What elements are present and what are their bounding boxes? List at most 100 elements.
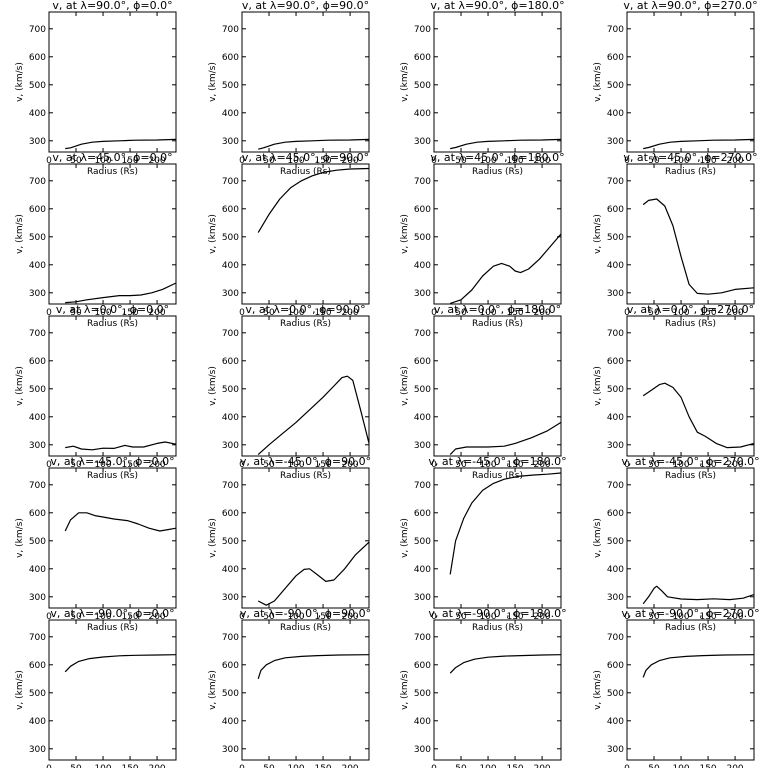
plot-frame	[241, 315, 370, 457]
y-tick-label: 400	[222, 109, 239, 119]
plot-title: v, at λ=90.0°, ϕ=0.0°	[52, 0, 172, 12]
series-line	[450, 233, 562, 304]
y-tick-label: 400	[222, 717, 239, 727]
y-axis-label: v, (km/s)	[400, 518, 410, 558]
x-tick-label: 50	[648, 460, 660, 470]
series-line	[64, 512, 177, 532]
series-line	[257, 167, 370, 233]
y-tick-label: 600	[414, 205, 431, 215]
plot-frame	[241, 11, 370, 153]
x-tick-label: 0	[624, 156, 630, 166]
x-tick-label: 200	[341, 460, 358, 470]
y-axis-label: v, (km/s)	[208, 62, 218, 102]
y-tick-label: 700	[29, 177, 46, 187]
series-line	[257, 654, 370, 679]
x-tick-label: 0	[624, 460, 630, 470]
x-tick-label: 200	[148, 460, 165, 470]
y-tick-label: 700	[222, 633, 239, 643]
y-tick-label: 400	[414, 413, 431, 423]
y-axis-label: v, (km/s)	[15, 214, 25, 254]
x-tick-label: 100	[672, 460, 689, 470]
y-tick-label: 700	[414, 481, 431, 491]
x-tick-label: 0	[239, 156, 245, 166]
x-tick-label: 50	[263, 156, 275, 166]
x-tick-label: 50	[70, 460, 82, 470]
x-tick-label: 50	[263, 308, 275, 318]
plot-frame	[626, 315, 755, 457]
x-tick-label: 150	[506, 460, 523, 470]
panel-4: v, at λ=90.0°, ϕ=270.0° 0 50 100 150 200 300 40…	[593, 0, 758, 177]
panel-13: v, at λ=-45.0°, ϕ=0.0°0 50 100 150 200300400…	[15, 455, 177, 633]
series-line	[449, 654, 562, 674]
y-axis-label: v, (km/s)	[208, 214, 218, 254]
x-axis-label: Radius (Rs)	[280, 319, 331, 329]
panel-14: v, at λ=-45.0°, ϕ=90.0°0 50 100 150 20030040…	[208, 455, 371, 633]
series-line	[257, 375, 370, 456]
x-tick-label: 100	[287, 308, 304, 318]
y-tick-label: 600	[607, 205, 624, 215]
panel-16: v, at λ=-45.0°, ϕ=270.0°0 50 100 150 2003004…	[593, 455, 760, 633]
x-tick-label: 100	[94, 612, 111, 622]
panel-10: v, at λ=0.0°, ϕ=90.0°0 50 100 150 2003004005…	[208, 303, 370, 481]
x-tick-label: 0	[239, 308, 245, 318]
x-tick-label: 150	[314, 612, 331, 622]
x-tick-label: 50	[70, 308, 82, 318]
panel-11: v, at λ=0.0°, ϕ=180.0°0 50 100 150 200300400…	[400, 303, 562, 481]
x-tick-label: 200	[148, 156, 165, 166]
y-axis-label: v, (km/s)	[593, 62, 603, 102]
x-tick-label: 50	[455, 460, 467, 470]
y-tick-label: 400	[607, 261, 624, 271]
x-axis-label: Radius (Rs)	[665, 167, 716, 177]
x-tick-label: 100	[479, 156, 496, 166]
y-tick-label: 700	[222, 481, 239, 491]
y-tick-label: 500	[222, 81, 239, 91]
x-tick-label: 0	[46, 764, 52, 768]
plot-title: v, at λ=-90.0°, ϕ=270.0°	[621, 607, 759, 620]
x-tick-label: 0	[46, 460, 52, 470]
y-tick-label: 400	[607, 109, 624, 119]
plot-title: v, at λ=-90.0°, ϕ=0.0°	[50, 607, 174, 620]
x-axis-label: Radius (Rs)	[87, 623, 138, 633]
panel-20: v, at λ=-90.0°, ϕ=270.0°0501001502003004…	[593, 607, 760, 768]
y-tick-label: 400	[29, 565, 46, 575]
y-tick-label: 600	[414, 357, 431, 367]
y-tick-label: 600	[29, 205, 46, 215]
series-line	[64, 654, 177, 673]
x-tick-label: 150	[699, 156, 716, 166]
plot-frame	[241, 467, 370, 609]
y-tick-label: 300	[607, 593, 624, 603]
x-tick-label: 0	[431, 764, 437, 768]
x-tick-label: 150	[314, 156, 331, 166]
x-tick-label: 100	[287, 612, 304, 622]
panel-9: v, at λ=0.0°, ϕ=0.0° 0 50 100 150 200 300 400 50…	[15, 303, 177, 481]
x-tick-label: 200	[341, 764, 358, 768]
series-line	[642, 382, 755, 449]
panel-12: v, at λ=0.0°, ϕ=270.0°0 50 100 150 200300400…	[593, 303, 755, 481]
y-tick-label: 300	[222, 593, 239, 603]
x-tick-label: 0	[431, 612, 437, 622]
x-axis-label: Radius (Rs)	[472, 623, 523, 633]
y-tick-label: 300	[222, 137, 239, 147]
y-axis-label: v, (km/s)	[208, 670, 218, 710]
y-tick-label: 300	[607, 745, 624, 755]
y-tick-label: 300	[414, 441, 431, 451]
x-tick-label: 200	[533, 156, 550, 166]
plot-title: v, at λ=0.0°, ϕ=0.0°	[56, 303, 169, 316]
x-tick-label: 50	[263, 764, 275, 768]
y-tick-label: 300	[29, 289, 46, 299]
y-tick-label: 300	[414, 593, 431, 603]
x-tick-label: 200	[341, 308, 358, 318]
y-tick-label: 700	[222, 25, 239, 35]
x-tick-label: 100	[94, 156, 111, 166]
y-tick-label: 700	[607, 633, 624, 643]
plot-frame	[48, 315, 177, 457]
y-tick-label: 500	[29, 537, 46, 547]
y-axis-label: v, (km/s)	[15, 518, 25, 558]
y-tick-label: 600	[607, 357, 624, 367]
y-axis-label: v, (km/s)	[15, 62, 25, 102]
y-axis-label: v, (km/s)	[593, 670, 603, 710]
plot-title: v, at λ=45.0°, ϕ=90.0°	[242, 151, 369, 164]
series-line	[257, 541, 370, 606]
x-tick-label: 100	[287, 764, 304, 768]
